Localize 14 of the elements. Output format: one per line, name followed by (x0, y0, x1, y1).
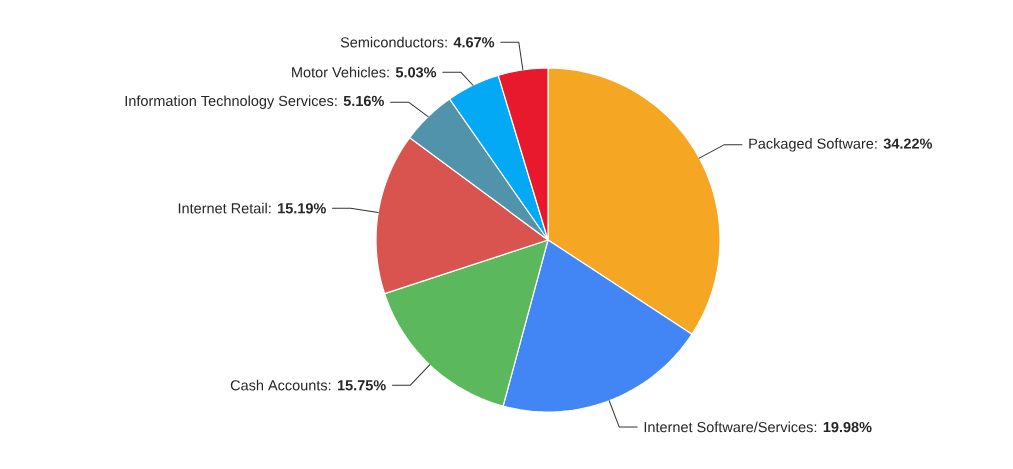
data-label: : 15.19% (269, 203, 326, 214)
slice-label: Semiconductors (340, 36, 444, 48)
slice-label: Motor Vehicles (292, 66, 386, 78)
data-label: : 34.22% (875, 138, 933, 149)
slice-label: Packaged Software (749, 138, 874, 152)
data-label: : 15.75% (328, 380, 386, 391)
data-label: : 5.03% (387, 67, 437, 78)
data-label: : 19.98% (814, 421, 872, 433)
slice-label: Internet Software/Services (644, 421, 813, 433)
data-label: : 5.16% (335, 95, 384, 107)
data-label: : 4.67% (445, 37, 495, 48)
slice-label: Information Technology Services (125, 95, 334, 109)
slice-label: Cash Accounts (230, 379, 328, 391)
slice-label: Internet Retail (178, 202, 267, 214)
